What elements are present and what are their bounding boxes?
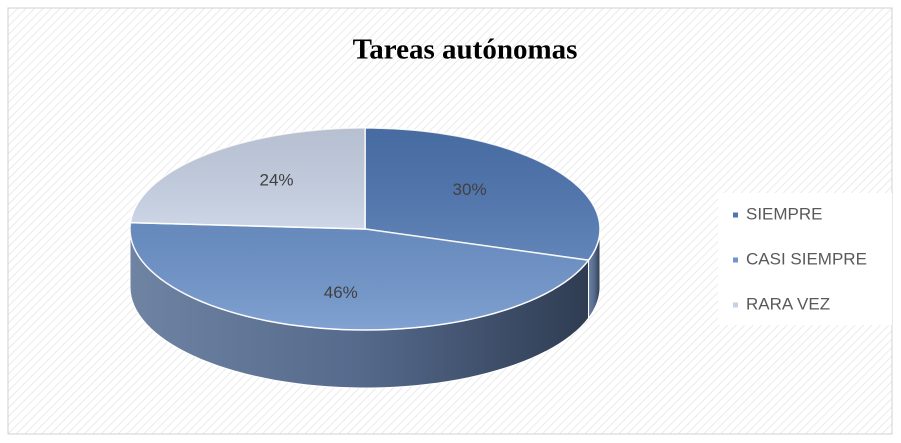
data-label: 46% xyxy=(324,283,358,302)
data-label: 24% xyxy=(260,171,294,190)
legend-swatch xyxy=(733,257,738,263)
slice-shade xyxy=(365,128,600,261)
legend-swatch xyxy=(733,302,738,308)
slice-shade xyxy=(130,128,365,229)
data-label: 30% xyxy=(453,180,487,199)
legend-label: CASI SIEMPRE xyxy=(746,249,867,268)
chart-title: Tareas autónomas xyxy=(353,34,578,66)
legend: SIEMPRE CASI SIEMPRE RARA VEZ xyxy=(733,204,867,313)
pie: 30% 46% 24% xyxy=(129,127,601,389)
slice-shade xyxy=(130,222,589,330)
legend-label: RARA VEZ xyxy=(746,294,830,313)
legend-box xyxy=(718,193,892,325)
legend-label: SIEMPRE xyxy=(746,204,823,223)
legend-swatch xyxy=(733,212,738,218)
